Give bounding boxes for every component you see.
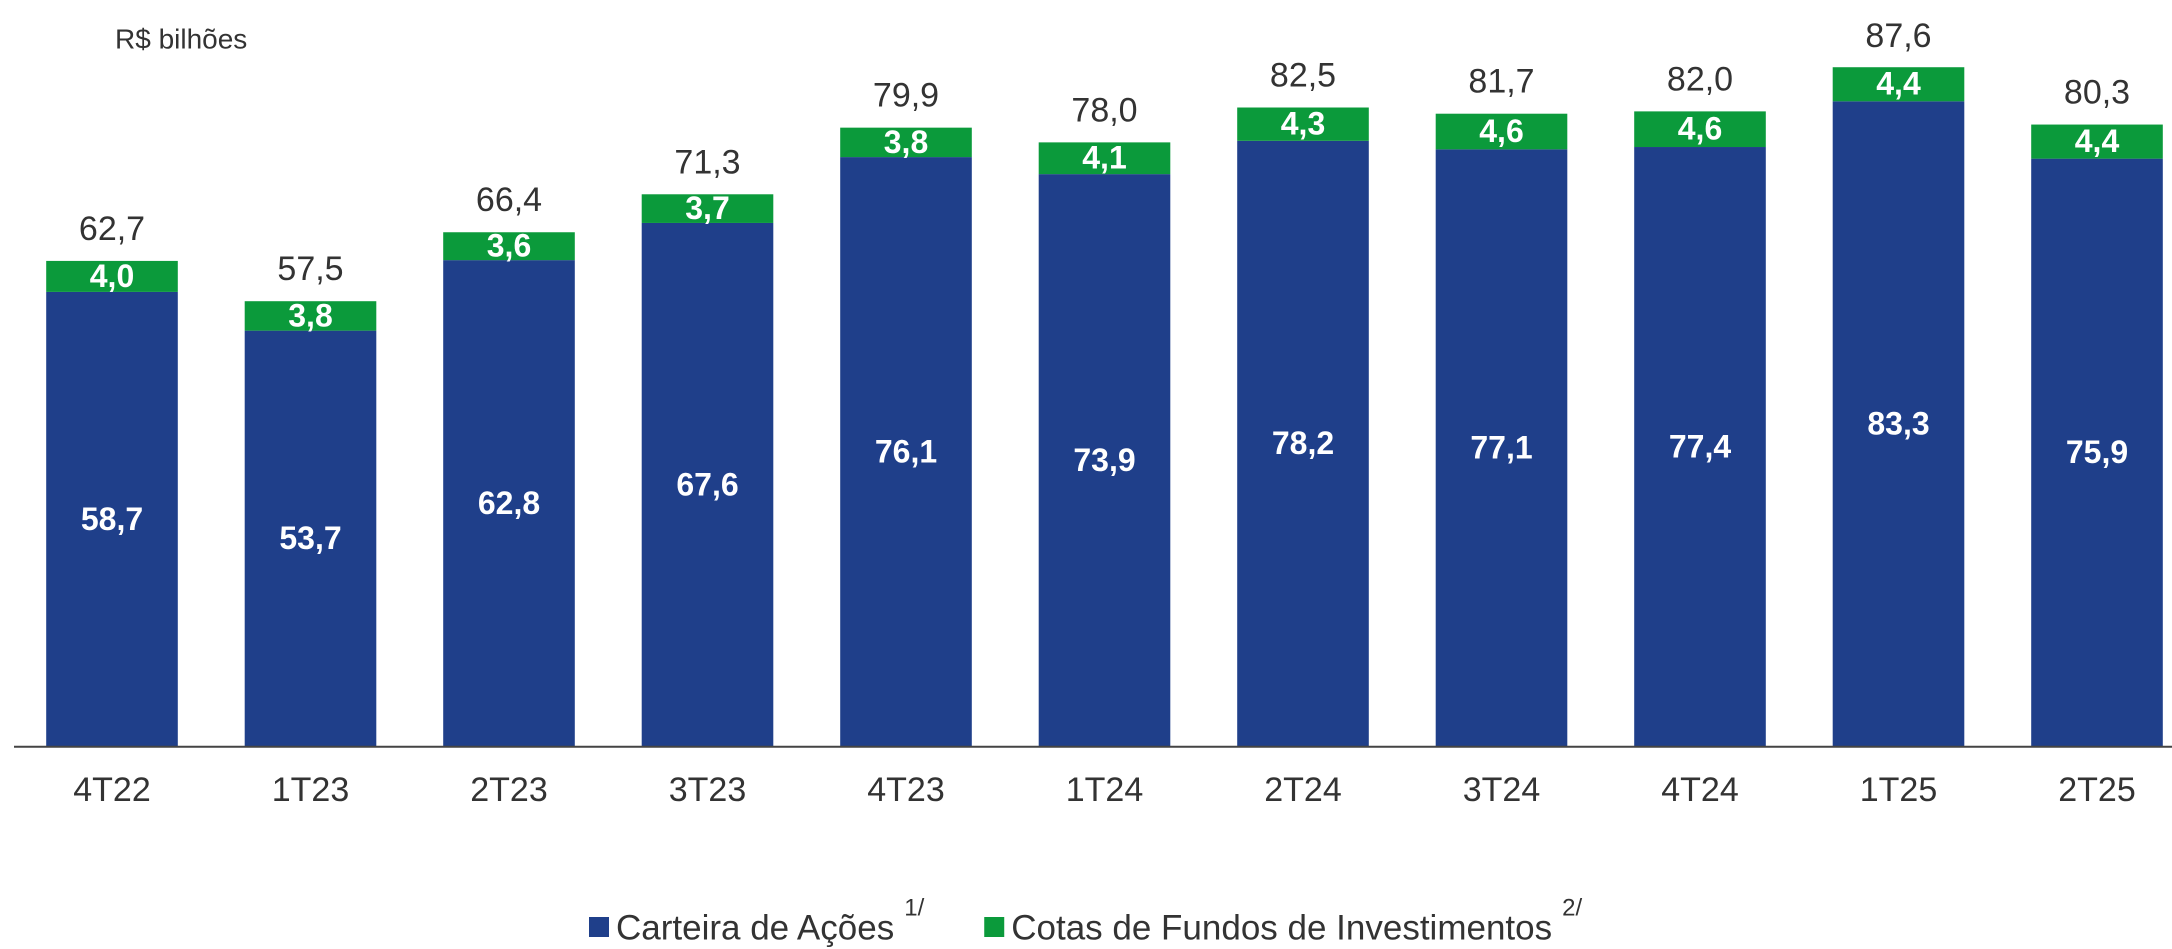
bar-segment [1634, 147, 1766, 747]
value-label: 58,7 [81, 501, 143, 537]
value-label: 67,6 [676, 466, 738, 502]
total-label: 87,6 [1865, 17, 1931, 55]
value-label: 4,4 [1876, 66, 1921, 102]
legend-footnote: 1/ [904, 894, 924, 921]
bar-segment [641, 222, 774, 747]
bar-segment [46, 260, 178, 292]
value-label: 83,3 [1867, 405, 1929, 441]
legend-label: Carteira de Ações [616, 908, 894, 947]
bar-segment [1237, 140, 1369, 747]
x-tick-label: 3T24 [1463, 771, 1541, 809]
bar-segment [1237, 107, 1369, 141]
bar-segment [46, 291, 178, 747]
value-label: 3,8 [884, 124, 928, 160]
value-label: 4,0 [90, 258, 134, 294]
value-label: 4,6 [1479, 113, 1523, 149]
total-label: 78,0 [1071, 91, 1137, 129]
total-label: 79,9 [873, 77, 939, 115]
bar-segment [1832, 67, 1965, 102]
x-tick-label: 2T24 [1264, 771, 1342, 809]
value-label: 3,8 [288, 297, 332, 333]
x-tick-label: 1T24 [1066, 771, 1144, 809]
value-label: 53,7 [279, 520, 341, 556]
total-label: 82,0 [1667, 60, 1733, 98]
legend-swatch [589, 917, 609, 937]
value-label: 62,8 [478, 485, 540, 521]
value-label: 3,6 [487, 228, 531, 264]
value-label: 3,7 [685, 190, 729, 226]
bar-segment [840, 157, 972, 747]
x-tick-label: 4T23 [867, 771, 945, 809]
value-label: 4,4 [2075, 123, 2120, 159]
value-label: 77,1 [1470, 429, 1532, 465]
bar-segment [1038, 174, 1171, 747]
value-label: 4,3 [1281, 106, 1325, 142]
legend-footnote: 2/ [1562, 894, 1582, 921]
value-label: 75,9 [2066, 434, 2128, 470]
total-label: 80,3 [2064, 74, 2130, 112]
bar-segment [1832, 101, 1965, 747]
x-tick-label: 2T25 [2058, 771, 2136, 809]
bar-segment [1038, 142, 1171, 175]
bar-segment [1435, 149, 1568, 747]
bar-segment [641, 194, 774, 223]
total-label: 71,3 [674, 143, 740, 181]
value-label: 76,1 [875, 433, 937, 469]
x-tick-label: 3T23 [669, 771, 747, 809]
total-label: 66,4 [476, 181, 542, 219]
bar-segment [2031, 158, 2163, 747]
total-label: 82,5 [1270, 56, 1336, 94]
value-label: 78,2 [1272, 425, 1334, 461]
x-tick-label: 4T24 [1661, 771, 1739, 809]
bar-segment [2031, 124, 2163, 159]
x-tick-label: 1T23 [272, 771, 350, 809]
bar-segment [443, 232, 575, 261]
value-label: 4,6 [1678, 111, 1722, 147]
bar-segment [244, 301, 377, 331]
bar-segment [840, 127, 972, 158]
bar-segment [244, 330, 377, 747]
value-label: 4,1 [1082, 140, 1126, 176]
total-label: 81,7 [1468, 63, 1534, 101]
legend-label: Cotas de Fundos de Investimentos [1011, 908, 1552, 947]
bar-segment [1634, 111, 1766, 148]
legend-swatch [984, 917, 1005, 937]
total-label: 62,7 [79, 210, 145, 248]
value-label: 77,4 [1669, 428, 1731, 464]
x-tick-label: 1T25 [1860, 771, 1938, 809]
total-label: 57,5 [277, 250, 343, 288]
unit-label: R$ bilhões [115, 23, 247, 54]
x-tick-label: 2T23 [470, 771, 548, 809]
bar-segment [443, 260, 575, 747]
bar-segment [1435, 113, 1568, 150]
x-tick-label: 4T22 [73, 771, 151, 809]
value-label: 73,9 [1073, 442, 1135, 478]
